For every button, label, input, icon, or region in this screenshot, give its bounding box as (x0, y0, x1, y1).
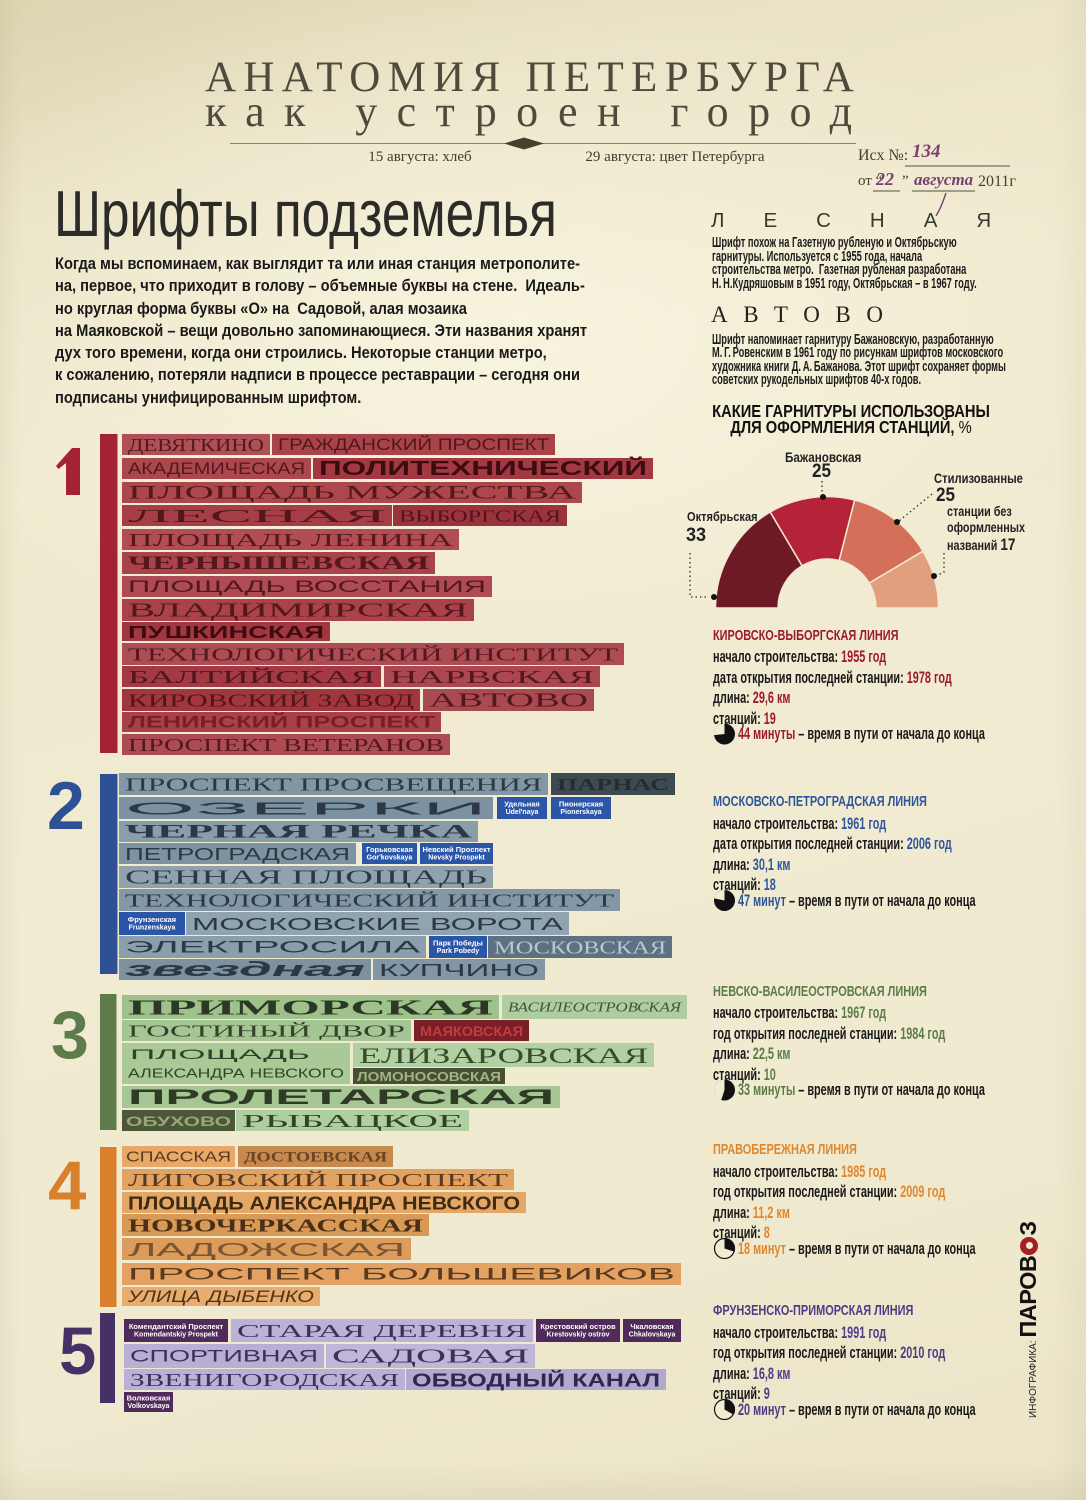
svg-text:ЧЕРНЫШЕВСКАЯ: ЧЕРНЫШЕВСКАЯ (128, 553, 430, 574)
svg-text:СПАССКАЯ: СПАССКАЯ (126, 1149, 231, 1166)
svg-text:АВТОВО: АВТОВО (429, 690, 588, 712)
svg-text:ВАСИЛЕОСТРОВСКАЯ: ВАСИЛЕОСТРОВСКАЯ (508, 1000, 682, 1016)
svg-text:СТАРАЯ ДЕРЕВНЯ: СТАРАЯ ДЕРЕВНЯ (237, 1321, 528, 1341)
svg-text:Gor'kovskaya: Gor'kovskaya (367, 855, 413, 862)
svg-text:ЗВЕНИГОРОДСКАЯ: ЗВЕНИГОРОДСКАЯ (130, 1370, 399, 1390)
svg-text:Udel'naya: Udel'naya (506, 809, 539, 816)
svg-text:ПРОЛЕТАРСКАЯ: ПРОЛЕТАРСКАЯ (128, 1086, 554, 1109)
svg-text:Волковская: Волковская (127, 1394, 171, 1403)
svg-text:ЕЛИЗАРОВСКАЯ: ЕЛИЗАРОВСКАЯ (359, 1043, 648, 1068)
svg-text:МАЯКОВСКАЯ: МАЯКОВСКАЯ (420, 1023, 523, 1039)
svg-text:4: 4 (48, 1147, 86, 1224)
svg-text:ПЕТРОГРАДСКАЯ: ПЕТРОГРАДСКАЯ (125, 844, 350, 864)
svg-text:ОБВОДНЫЙ КАНАЛ: ОБВОДНЫЙ КАНАЛ (412, 1370, 660, 1391)
svg-text:ПЛОЩАДЬ ВОССТАНИЯ: ПЛОЩАДЬ ВОССТАНИЯ (128, 578, 486, 596)
svg-text:ЛЕНИНСКИЙ ПРОСПЕКТ: ЛЕНИНСКИЙ ПРОСПЕКТ (128, 713, 435, 732)
svg-text:ДЕВЯТКИНО: ДЕВЯТКИНО (128, 435, 264, 455)
svg-text:Krestovskiy ostrov: Krestovskiy ostrov (546, 1332, 609, 1339)
svg-text:АЛЕКСАНДРА НЕВСКОГО: АЛЕКСАНДРА НЕВСКОГО (128, 1066, 344, 1081)
svg-text:ВЫБОРГСКАЯ: ВЫБОРГСКАЯ (399, 507, 561, 526)
svg-text:ЛИГОВСКИЙ ПРОСПЕКТ: ЛИГОВСКИЙ ПРОСПЕКТ (128, 1170, 509, 1190)
svg-text:ПРОСПЕКТ ПРОСВЕЩЕНИЯ: ПРОСПЕКТ ПРОСВЕЩЕНИЯ (125, 775, 543, 795)
svg-text:СЕННАЯ ПЛОЩАДЬ: СЕННАЯ ПЛОЩАДЬ (125, 867, 487, 889)
svg-text:КИРОВСКИЙ ЗАВОД: КИРОВСКИЙ ЗАВОД (128, 691, 414, 711)
svg-text:Chkalovskaya: Chkalovskaya (629, 1332, 676, 1339)
svg-text:Frunzenskaya: Frunzenskaya (129, 925, 176, 932)
svg-text:5: 5 (59, 1314, 96, 1389)
svg-text:2: 2 (47, 768, 85, 844)
svg-text:ЛАДОЖСКАЯ: ЛАДОЖСКАЯ (128, 1239, 405, 1260)
svg-text:Невский Проспект: Невский Проспект (423, 845, 491, 854)
svg-text:Крестовский остров: Крестовский остров (540, 1322, 616, 1331)
svg-text:НОВОЧЕРКАССКАЯ: НОВОЧЕРКАССКАЯ (128, 1216, 424, 1236)
svg-text:Komendantskiy Prospekt: Komendantskiy Prospekt (134, 1332, 219, 1339)
svg-text:Pionerskaya: Pionerskaya (560, 809, 601, 816)
svg-text:УЛИЦА ДЫБЕНКО: УЛИЦА ДЫБЕНКО (127, 1288, 315, 1306)
svg-text:ЭЛЕКТРОСИЛА: ЭЛЕКТРОСИЛА (125, 939, 420, 957)
svg-text:МОСКОВСКАЯ: МОСКОВСКАЯ (494, 938, 666, 958)
svg-text:ОБУХОВО: ОБУХОВО (126, 1113, 231, 1129)
svg-text:ЧЕРНАЯ РЕЧКА: ЧЕРНАЯ РЕЧКА (125, 822, 473, 843)
svg-text:СПОРТИВНАЯ: СПОРТИВНАЯ (130, 1348, 318, 1366)
svg-text:Комендантский Проспект: Комендантский Проспект (129, 1322, 224, 1331)
svg-text:ГОСТИНЫЙ ДВОР: ГОСТИНЫЙ ДВОР (128, 1022, 405, 1041)
svg-text:Горьковская: Горьковская (366, 845, 413, 854)
svg-text:ПРИМОРСКАЯ: ПРИМОРСКАЯ (128, 996, 493, 1020)
svg-text:ПЛОЩАДЬ МУЖЕСТВА: ПЛОЩАДЬ МУЖЕСТВА (128, 483, 577, 504)
svg-text:Park Pobedy: Park Pobedy (437, 948, 480, 955)
svg-text:звездная: звездная (125, 959, 366, 981)
svg-text:ПРОСПЕКТ ВЕТЕРАНОВ: ПРОСПЕКТ ВЕТЕРАНОВ (128, 735, 444, 755)
svg-text:Чкаловская: Чкаловская (630, 1322, 673, 1331)
svg-text:ДОСТОЕВСКАЯ: ДОСТОЕВСКАЯ (244, 1149, 387, 1166)
svg-text:ПЛОЩАДЬ АЛЕКСАНДРА НЕВСКОГО: ПЛОЩАДЬ АЛЕКСАНДРА НЕВСКОГО (128, 1193, 520, 1214)
svg-text:Nevsky Prospekt: Nevsky Prospekt (428, 855, 485, 862)
svg-text:ОЗЕРКИ: ОЗЕРКИ (125, 799, 487, 819)
svg-text:ПЛОЩАДЬ ЛЕНИНА: ПЛОЩАДЬ ЛЕНИНА (128, 530, 454, 550)
svg-text:ПУШКИНСКАЯ: ПУШКИНСКАЯ (128, 622, 324, 642)
svg-text:ТЕХНОЛОГИЧЕСКИЙ ИНСТИТУТ: ТЕХНОЛОГИЧЕСКИЙ ИНСТИТУТ (125, 891, 615, 911)
svg-text:АКАДЕМИЧЕСКАЯ: АКАДЕМИЧЕСКАЯ (128, 460, 305, 478)
svg-text:Фрунзенская: Фрунзенская (128, 915, 176, 924)
svg-text:БАЛТИЙСКАЯ: БАЛТИЙСКАЯ (128, 667, 376, 687)
svg-text:Удельная: Удельная (504, 800, 540, 809)
svg-text:ГРАЖДАНСКИЙ ПРОСПЕКТ: ГРАЖДАНСКИЙ ПРОСПЕКТ (278, 435, 549, 454)
svg-text:ТЕХНОЛОГИЧЕСКИЙ ИНСТИТУТ: ТЕХНОЛОГИЧЕСКИЙ ИНСТИТУТ (128, 645, 619, 665)
svg-text:КУПЧИНО: КУПЧИНО (379, 960, 539, 980)
svg-text:РЫБАЦКОЕ: РЫБАЦКОЕ (242, 1111, 463, 1131)
svg-text:НАРВСКАЯ: НАРВСКАЯ (390, 667, 595, 687)
svg-text:МОСКОВСКИЕ ВОРОТА: МОСКОВСКИЕ ВОРОТА (192, 914, 564, 934)
svg-text:Парк Победы: Парк Победы (433, 939, 483, 948)
svg-text:Volkovskaya: Volkovskaya (128, 1403, 170, 1410)
svg-text:ПРОСПЕКТ БОЛЬШЕВИКОВ: ПРОСПЕКТ БОЛЬШЕВИКОВ (128, 1266, 675, 1284)
svg-text:3: 3 (51, 997, 89, 1073)
svg-text:САДОВАЯ: САДОВАЯ (332, 1346, 529, 1368)
svg-text:ПЛОЩАДЬ: ПЛОЩАДЬ (130, 1046, 310, 1062)
svg-text:ПАРНАС: ПАРНАС (557, 775, 669, 794)
svg-text:ПОЛИТЕХНИЧЕСКИЙ: ПОЛИТЕХНИЧЕСКИЙ (319, 456, 647, 480)
svg-text:ЛОМОНОСОВСКАЯ: ЛОМОНОСОВСКАЯ (357, 1069, 501, 1084)
svg-text:ЛЕСНАЯ: ЛЕСНАЯ (128, 506, 387, 526)
svg-text:Пионерская: Пионерская (559, 800, 603, 809)
svg-text:ВЛАДИМИРСКАЯ: ВЛАДИМИРСКАЯ (128, 600, 468, 622)
